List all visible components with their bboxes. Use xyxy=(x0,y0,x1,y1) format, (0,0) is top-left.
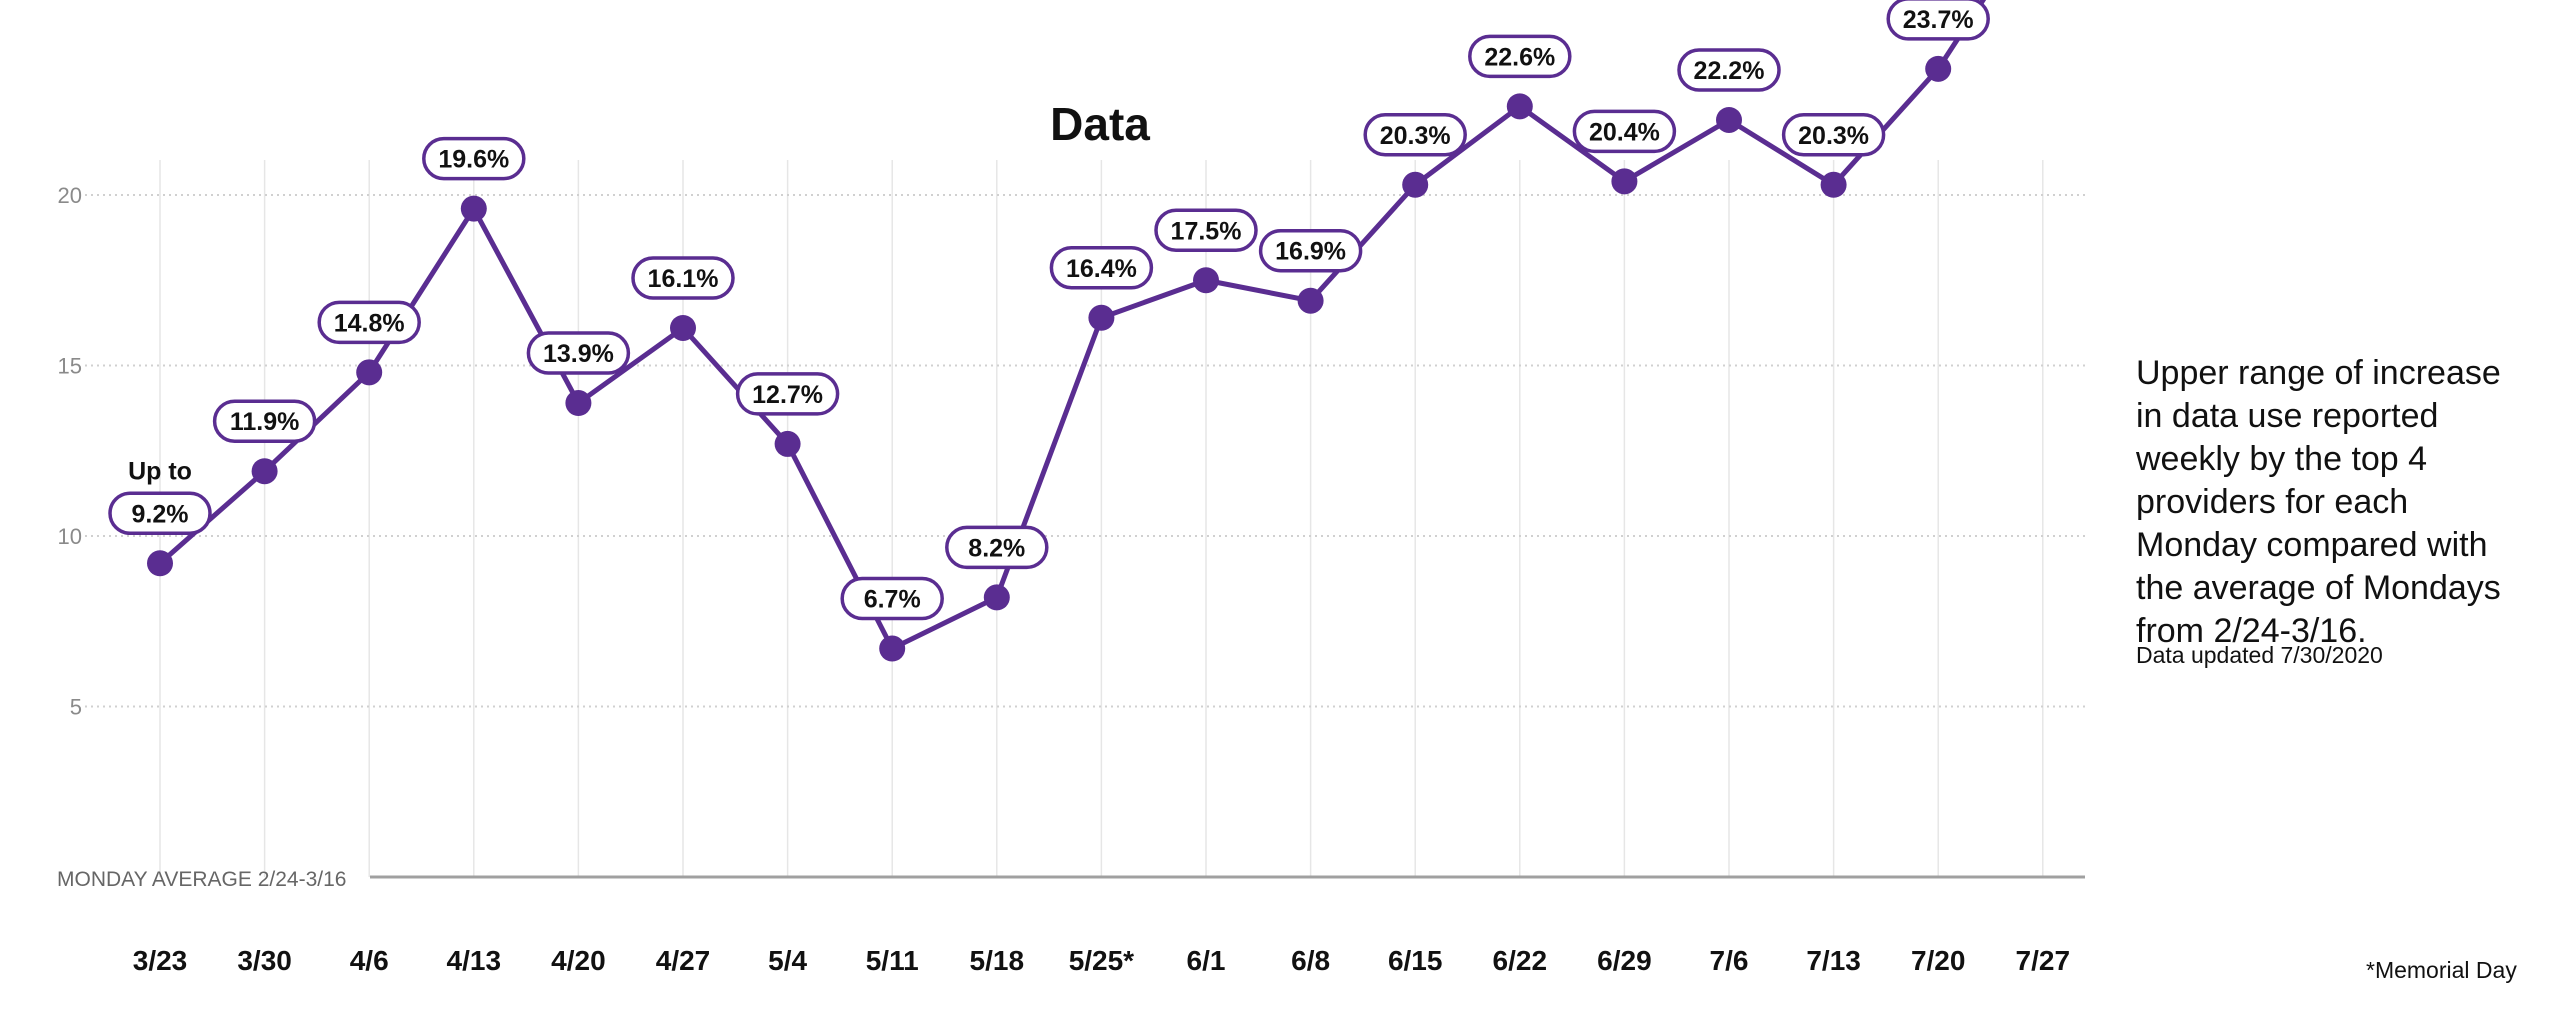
x-tick-label: 4/6 xyxy=(350,945,389,976)
data-label: 13.9% xyxy=(543,340,614,368)
data-point xyxy=(1297,287,1324,314)
data-label: 16.4% xyxy=(1066,255,1137,283)
data-label-box xyxy=(1572,109,1677,154)
data-label-box xyxy=(1677,48,1781,92)
x-tick-label: 6/29 xyxy=(1597,945,1652,976)
x-tick-label: 4/20 xyxy=(551,945,606,976)
x-tick-label: 6/8 xyxy=(1291,945,1330,976)
data-label: 22.2% xyxy=(1694,57,1765,85)
data-label-box xyxy=(1049,246,1154,290)
data-label: 22.6% xyxy=(1484,43,1555,71)
data-point xyxy=(1193,267,1219,294)
data-point xyxy=(879,635,906,662)
x-tick-label: 7/20 xyxy=(1911,945,1966,976)
data-label: 16.9% xyxy=(1275,238,1346,266)
x-tick-label: 5/25* xyxy=(1069,945,1134,976)
data-label-box xyxy=(1363,113,1467,157)
x-tick-label: 5/18 xyxy=(970,945,1025,976)
x-tick-label: 5/11 xyxy=(866,945,919,976)
data-label: 9.2% xyxy=(132,500,189,528)
data-label-box xyxy=(526,331,631,375)
data-point xyxy=(1716,106,1742,133)
data-point xyxy=(1611,168,1638,195)
data-label-box xyxy=(945,525,1049,570)
data-label: 8.2% xyxy=(968,534,1025,562)
data-point xyxy=(565,390,592,417)
data-label: 17.5% xyxy=(1171,217,1242,245)
x-tick-label: 6/15 xyxy=(1388,945,1443,976)
x-tick-label: 6/22 xyxy=(1493,945,1548,976)
footnote: *Memorial Day xyxy=(2366,957,2517,983)
chart-title: Data xyxy=(1050,98,1150,150)
data-point xyxy=(670,314,696,341)
data-label-box xyxy=(1258,228,1363,273)
data-label-box xyxy=(108,491,212,536)
data-label-box xyxy=(840,576,944,621)
data-label: 23.7% xyxy=(1903,6,1974,34)
data-label: 14.8% xyxy=(334,309,405,337)
updated-note: Data updated 7/30/2020 xyxy=(2136,642,2383,668)
data-label: 6.7% xyxy=(864,586,921,614)
axis-layer: 5 10 15 20 MONDAY AVERAGE 2/24-3/16 3/23 3/30 4… xyxy=(57,183,2085,976)
data-label: 16.1% xyxy=(648,265,719,293)
data-point xyxy=(147,550,173,577)
data-point xyxy=(983,584,1010,611)
baseline-label: MONDAY AVERAGE 2/24-3/16 xyxy=(57,868,346,891)
chart-description: Upper range of increase in data use repo… xyxy=(2136,354,2501,650)
x-tick-label: 5/4 xyxy=(768,945,807,976)
data-label: 12.7% xyxy=(752,381,823,409)
data-point xyxy=(1506,93,1533,120)
x-tick-label: 3/30 xyxy=(237,945,292,976)
data-point xyxy=(1402,171,1429,198)
data-label-box xyxy=(631,256,735,300)
x-tick-label: 6/1 xyxy=(1187,945,1226,976)
x-tick-label: 7/27 xyxy=(2016,945,2071,976)
y-tick-label: 15 xyxy=(58,354,82,379)
data-label: 11.9% xyxy=(230,408,300,436)
data-point xyxy=(251,458,278,485)
y-tick-label: 10 xyxy=(58,524,82,549)
data-point xyxy=(774,430,801,457)
data-label: 20.3% xyxy=(1798,122,1869,150)
series-line-layer xyxy=(147,0,1987,662)
y-tick-label: 20 xyxy=(58,183,82,208)
data-label-box xyxy=(1468,34,1572,79)
data-label-box xyxy=(317,300,421,345)
y-tick-label: 5 xyxy=(70,695,82,720)
data-point xyxy=(1925,55,1952,82)
x-tick-label: 4/13 xyxy=(447,945,502,976)
data-label-layer: 9.2% Up to 11.9% 14.8% 19.6% 13.9% 16.1% 12.7% 6… xyxy=(108,0,1990,621)
x-tick-label: 7/13 xyxy=(1806,945,1861,976)
data-label-box xyxy=(1154,208,1258,252)
data-label-box xyxy=(212,399,317,443)
x-tick-label: 3/23 xyxy=(133,945,188,976)
data-label-box xyxy=(1781,113,1886,157)
data-point xyxy=(460,195,487,222)
data-point xyxy=(356,359,383,386)
data-label-box xyxy=(735,372,840,416)
data-label: 20.4% xyxy=(1589,118,1660,146)
data-label-box xyxy=(1886,0,1990,41)
data-point xyxy=(1088,304,1115,331)
x-tick-label: 4/27 xyxy=(656,945,711,976)
data-label: 20.3% xyxy=(1380,122,1451,150)
data-label-box xyxy=(422,136,526,181)
x-tick-label: 7/6 xyxy=(1710,945,1749,976)
data-label: 19.6% xyxy=(438,146,509,174)
data-point xyxy=(1820,171,1847,198)
data-label-prefix: Up to xyxy=(128,457,192,485)
